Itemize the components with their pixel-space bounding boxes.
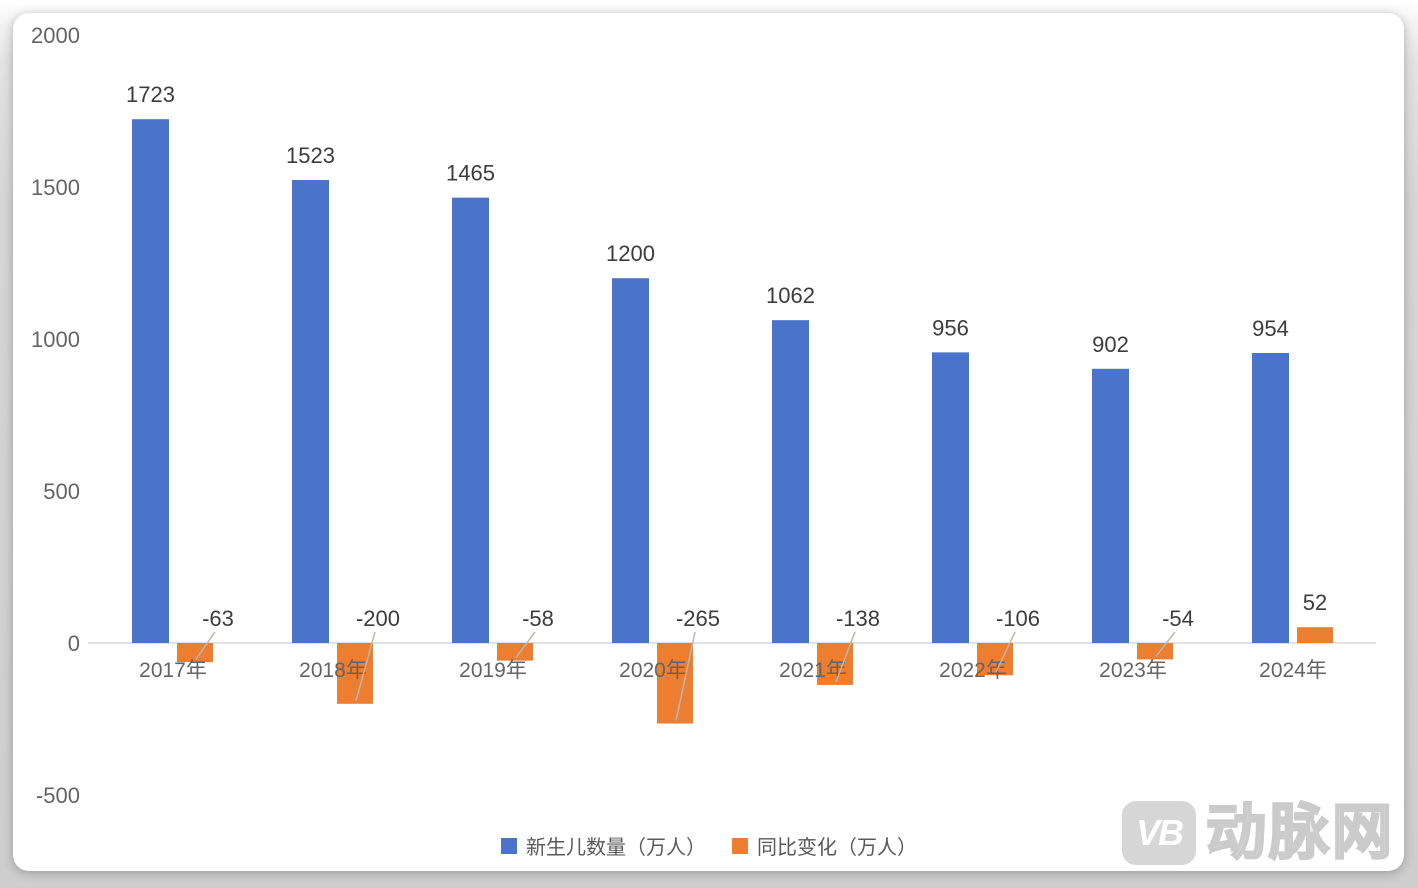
- data-label-change-2018年: -200: [356, 606, 400, 631]
- y-axis-tick-label: 1500: [31, 175, 80, 200]
- data-label-change-2020年: -265: [676, 606, 720, 631]
- bar-newborns-2020年: [612, 278, 649, 643]
- legend-item-yoy-change: 同比变化（万人）: [732, 831, 917, 860]
- x-axis-category-label: 2024年: [1259, 659, 1327, 682]
- data-label-newborns-2017年: 1723: [126, 82, 175, 107]
- data-label-change-2023年: -54: [1162, 606, 1194, 631]
- leader-line-2020年: [675, 631, 696, 721]
- x-axis-category-label: 2021年: [779, 659, 847, 682]
- bar-change-2018年: [337, 643, 373, 704]
- data-label-newborns-2024年: 954: [1252, 316, 1289, 341]
- legend-label-newborns: 新生儿数量（万人）: [526, 837, 706, 859]
- leader-line-2021年: [835, 631, 856, 683]
- legend-item-newborns: 新生儿数量（万人）: [501, 831, 706, 860]
- bar-newborns-2017年: [132, 119, 169, 643]
- x-axis-category-label: 2018年: [299, 659, 367, 682]
- data-label-change-2019年: -58: [522, 606, 554, 631]
- chart-legend: 新生儿数量（万人） 同比变化（万人）: [501, 831, 917, 860]
- bar-newborns-2019年: [452, 197, 489, 643]
- x-axis-category-label: 2020年: [619, 659, 687, 682]
- bar-newborns-2021年: [772, 320, 809, 643]
- leader-line-2022年: [995, 631, 1016, 673]
- x-axis-category-label: 2023年: [1099, 659, 1167, 682]
- watermark-brand-text: 动脉网: [1205, 799, 1395, 866]
- bar-change-2021年: [817, 643, 853, 685]
- bar-newborns-2023年: [1092, 368, 1129, 643]
- watermark: VB 动脉网: [1122, 799, 1395, 866]
- y-axis-tick-label: 0: [68, 631, 80, 656]
- legend-label-yoy-change: 同比变化（万人）: [757, 837, 917, 859]
- legend-swatch-yoy-change-icon: [732, 837, 748, 854]
- y-axis-tick-label: -500: [36, 783, 80, 808]
- x-axis-category-label: 2017年: [139, 659, 207, 682]
- chart-card: [13, 13, 1404, 871]
- leader-line-2018年: [355, 631, 376, 701]
- bar-change-2024年: [1297, 627, 1333, 643]
- data-label-change-2022年: -106: [996, 606, 1040, 631]
- bar-change-2023年: [1137, 643, 1173, 660]
- data-label-change-2024年: 52: [1303, 590, 1327, 615]
- legend-swatch-newborns-icon: [501, 837, 517, 854]
- data-label-change-2021年: -138: [836, 606, 880, 631]
- data-label-newborns-2019年: 1465: [446, 161, 495, 186]
- y-axis-tick-label: 500: [43, 479, 80, 504]
- bar-change-2019年: [497, 643, 533, 661]
- leader-line-2019年: [515, 631, 536, 659]
- leader-line-2023年: [1155, 631, 1176, 657]
- data-label-change-2017年: -63: [202, 606, 234, 631]
- vb-logo-icon: VB: [1122, 801, 1196, 865]
- data-label-newborns-2023年: 902: [1092, 332, 1129, 357]
- y-axis-tick-label: 1000: [31, 327, 80, 352]
- bar-newborns-2022年: [932, 352, 969, 643]
- data-label-newborns-2021年: 1062: [766, 283, 815, 308]
- data-label-newborns-2020年: 1200: [606, 241, 655, 266]
- bar-newborns-2024年: [1252, 352, 1289, 643]
- vb-logo-text: VB: [1135, 812, 1184, 853]
- data-label-newborns-2018年: 1523: [286, 143, 335, 168]
- x-axis-category-label: 2022年: [939, 659, 1007, 682]
- x-axis-category-label: 2019年: [459, 659, 527, 682]
- y-axis-tick-label: 2000: [31, 23, 80, 48]
- data-label-newborns-2022年: 956: [932, 315, 969, 340]
- bar-newborns-2018年: [292, 180, 329, 643]
- bar-change-2020年: [657, 643, 693, 724]
- leader-line-2017年: [195, 631, 216, 660]
